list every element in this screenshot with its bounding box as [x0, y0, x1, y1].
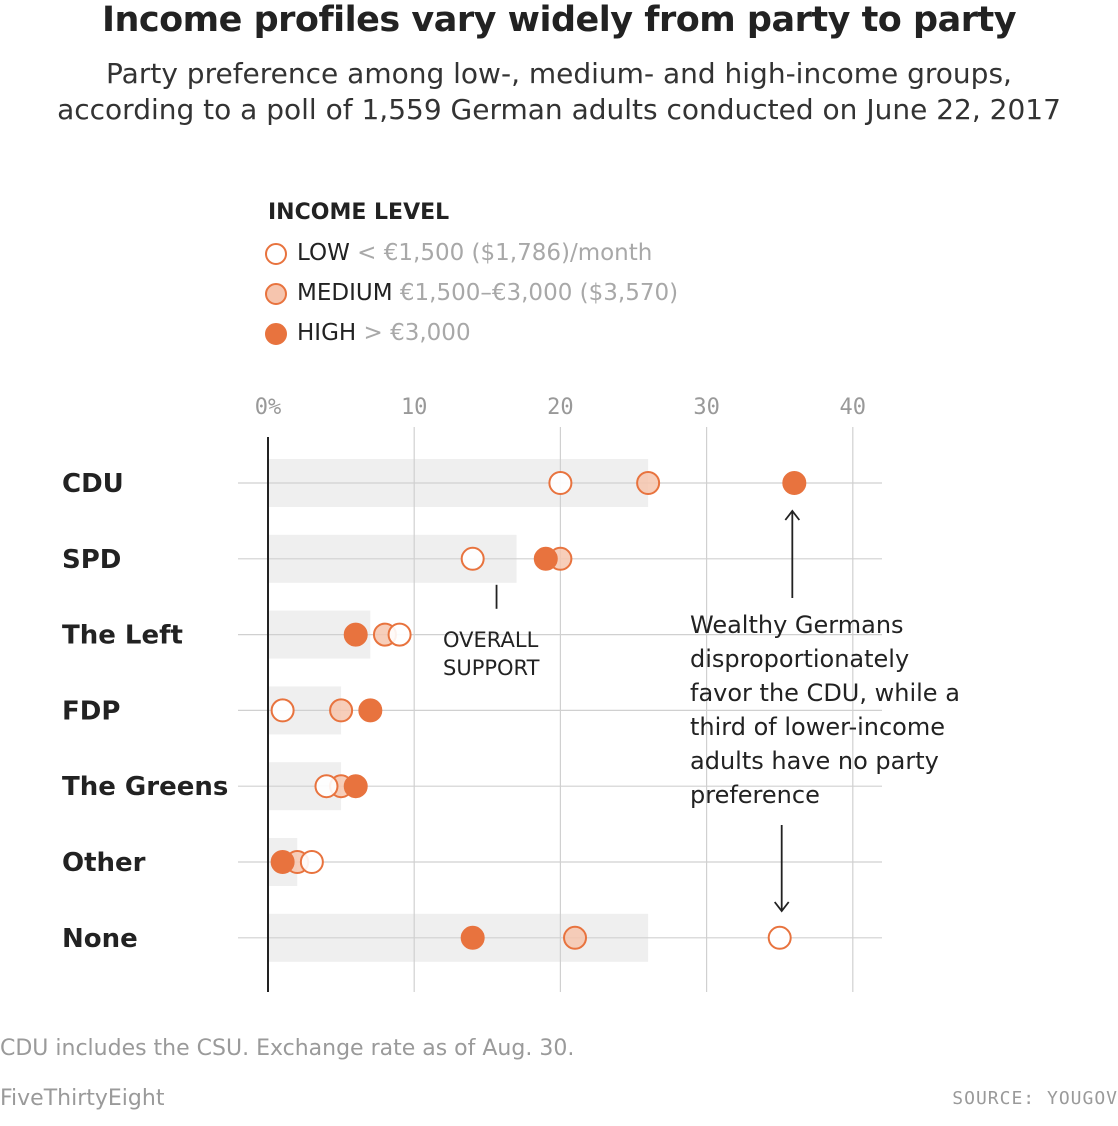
subtitle-line-1: Party preference among low-, medium- and…: [106, 57, 1012, 90]
note-line-1: Wealthy Germans: [690, 611, 904, 639]
legend-medium-label: MEDIUM: [297, 280, 393, 306]
x-tick-label-30: 30: [693, 395, 720, 420]
high-dot-the-left: [343, 622, 368, 647]
footnote: CDU includes the CSU. Exchange rate as o…: [0, 1036, 575, 1061]
overall-support-label-2: SUPPORT: [443, 656, 540, 680]
note-line-5: adults have no party: [690, 747, 939, 775]
high-dot-fdp: [358, 698, 383, 723]
high-dot-spd: [533, 546, 558, 571]
high-dot-cdu: [782, 471, 807, 495]
note-line-3: favor the CDU, while a: [690, 679, 960, 707]
subtitle-line-2: according to a poll of 1,559 German adul…: [57, 93, 1061, 126]
source-credit: SOURCE: YOUGOV: [952, 1088, 1118, 1109]
x-tick-label-40: 40: [840, 395, 867, 420]
low-dot-cdu: [548, 471, 573, 495]
dot-plot: 0% 10 20 30 40 CDU SPD The Left FDP The Greens Oth…: [62, 395, 960, 992]
low-dot-the-greens: [314, 774, 339, 799]
overall-support-label-1: OVERALL: [443, 628, 539, 652]
category-label-fdp: FDP: [62, 696, 120, 726]
medium-dot-cdu: [636, 471, 661, 495]
legend-low-note: < €1,500 ($1,786)/month: [357, 240, 653, 266]
legend-title: INCOME LEVEL: [268, 200, 450, 225]
legend-high-note: > €3,000: [363, 320, 471, 346]
x-tick-label-0: 0%: [255, 395, 282, 420]
down-arrow-head-icon: [773, 901, 790, 913]
low-dot-the-left: [387, 622, 412, 647]
low-income-marker-icon: [265, 243, 287, 265]
chart-title: Income profiles vary widely from party t…: [101, 0, 1017, 40]
category-label-cdu: CDU: [62, 469, 124, 499]
high-dot-none: [460, 925, 485, 950]
legend-low-label: LOW: [297, 240, 350, 266]
medium-dot-fdp: [329, 698, 354, 723]
category-label-spd: SPD: [62, 545, 121, 575]
x-tick-label-10: 10: [401, 395, 428, 420]
chart-subtitle: Party preference among low-, medium- and…: [0, 56, 1118, 128]
high-income-marker-icon: [265, 323, 287, 345]
category-label-other: Other: [62, 848, 146, 878]
x-tick-label-20: 20: [547, 395, 574, 420]
high-dot-other: [270, 850, 295, 874]
low-dot-spd: [460, 546, 485, 571]
category-label-the-left: The Left: [62, 621, 183, 651]
low-dot-none: [767, 925, 792, 950]
brand-credit: FiveThirtyEight: [0, 1086, 165, 1111]
note-line-4: third of lower-income: [690, 713, 945, 741]
category-label-the-greens: The Greens: [62, 772, 228, 802]
note-line-2: disproportionately: [690, 645, 909, 673]
medium-income-marker-icon: [265, 283, 287, 305]
high-dot-the-greens: [343, 774, 368, 799]
legend-high-label: HIGH: [297, 320, 357, 346]
category-label-none: None: [62, 924, 138, 954]
up-arrow-head-icon: [784, 509, 801, 521]
low-dot-fdp: [270, 698, 295, 723]
low-dot-other: [299, 850, 324, 874]
legend-medium-note: €1,500–€3,000 ($3,570): [399, 280, 679, 306]
note-line-6: preference: [690, 781, 820, 809]
medium-dot-none: [563, 925, 588, 950]
